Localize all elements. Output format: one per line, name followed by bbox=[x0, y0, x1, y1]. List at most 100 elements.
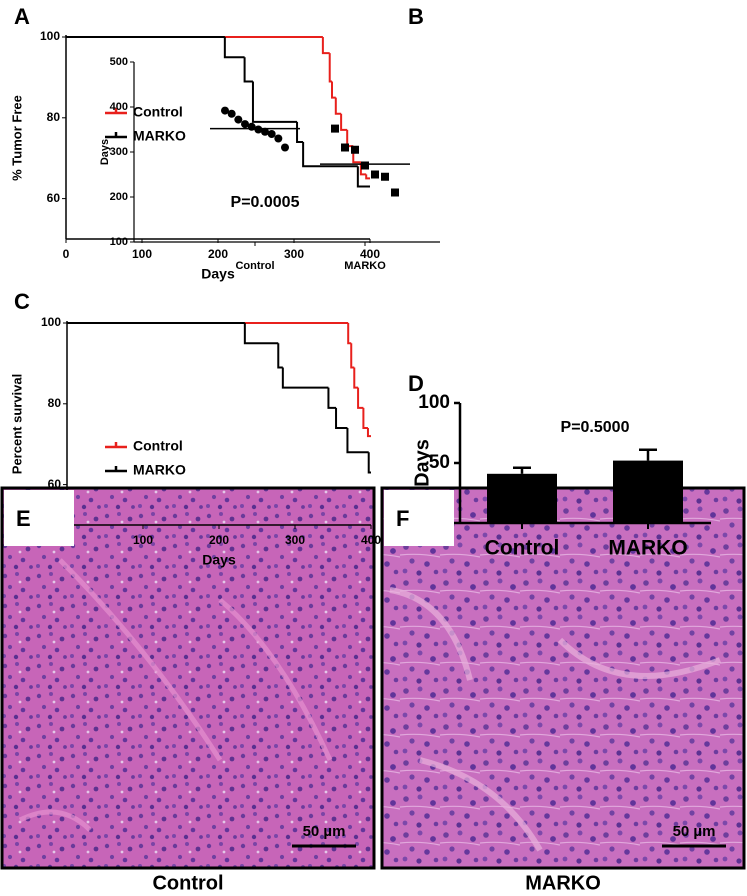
panel-label: D bbox=[408, 371, 424, 396]
survival-step bbox=[365, 174, 370, 180]
histology-image bbox=[380, 486, 746, 870]
y-tick-label: 400 bbox=[110, 101, 128, 113]
bar bbox=[613, 460, 683, 523]
survival-step bbox=[335, 407, 348, 430]
data-point bbox=[381, 172, 389, 181]
data-point bbox=[274, 134, 283, 143]
y-tick-label: 80 bbox=[47, 110, 61, 124]
data-point bbox=[234, 115, 243, 124]
survival-step bbox=[302, 142, 358, 168]
x-tick-label: 300 bbox=[285, 533, 305, 547]
x-tick-label: 0 bbox=[63, 247, 70, 261]
data-point bbox=[341, 143, 349, 152]
survival-step bbox=[362, 407, 368, 430]
survival-step bbox=[350, 343, 355, 369]
survival-step bbox=[347, 323, 352, 345]
y-axis-label: Percent survival bbox=[9, 374, 24, 474]
y-tick-label: 60 bbox=[48, 477, 62, 491]
survival-step bbox=[243, 57, 253, 83]
survival-step bbox=[321, 37, 330, 55]
y-tick-label: 100 bbox=[41, 315, 61, 329]
panel-label-box bbox=[4, 490, 74, 546]
y-tick-label: 100 bbox=[418, 392, 450, 413]
survival-step bbox=[334, 97, 342, 115]
x-tick-label: Control bbox=[485, 537, 560, 560]
x-tick-label: 400 bbox=[361, 533, 381, 547]
y-axis-label: % Tumor Free bbox=[9, 95, 24, 181]
x-tick-label: 100 bbox=[133, 533, 153, 547]
legend-swatch bbox=[105, 442, 127, 449]
data-point bbox=[391, 188, 399, 197]
survival-step bbox=[251, 81, 298, 123]
data-point bbox=[254, 125, 263, 134]
legend-swatch bbox=[105, 108, 127, 115]
y-tick-label: 200 bbox=[110, 191, 128, 203]
x-tick-label: 300 bbox=[284, 247, 304, 261]
survival-step bbox=[327, 387, 337, 409]
annotation: P=0.0005 bbox=[231, 194, 300, 211]
y-tick-label: 100 bbox=[110, 236, 128, 248]
data-point bbox=[221, 106, 229, 115]
data-point bbox=[267, 130, 276, 138]
survival-step bbox=[277, 343, 283, 369]
histology-e bbox=[0, 486, 376, 870]
survival-step bbox=[296, 121, 304, 144]
x-axis-label: Days bbox=[201, 266, 235, 282]
y-axis-label: Days bbox=[99, 139, 111, 165]
x-tick-label: 200 bbox=[209, 533, 229, 547]
y-tick-label: 50 bbox=[429, 452, 450, 473]
x-axis-label: Days bbox=[202, 552, 236, 568]
scale-bar-label: 50 µm bbox=[673, 823, 716, 840]
legend-label: MARKO bbox=[133, 462, 186, 478]
image-caption: MARKO bbox=[525, 872, 601, 894]
x-tick-label: MARKO bbox=[344, 260, 386, 272]
legend-swatch bbox=[105, 132, 127, 139]
legend-label: Control bbox=[133, 438, 183, 454]
data-point bbox=[371, 170, 379, 179]
x-tick-label: 100 bbox=[132, 247, 152, 261]
data-point bbox=[241, 120, 249, 129]
x-tick-label: 400 bbox=[360, 247, 380, 261]
data-point bbox=[331, 124, 339, 133]
panel-label: F bbox=[396, 506, 409, 531]
data-point bbox=[227, 109, 236, 118]
y-axis-label: Days bbox=[411, 439, 433, 487]
survival-step bbox=[356, 166, 370, 188]
data-point bbox=[361, 161, 369, 170]
y-tick-label: 60 bbox=[47, 191, 61, 205]
data-point bbox=[261, 127, 269, 136]
histology-image bbox=[0, 486, 376, 870]
panel-label-box bbox=[384, 490, 454, 546]
survival-step bbox=[331, 81, 336, 99]
legend-swatch bbox=[105, 466, 127, 473]
survival-step bbox=[243, 323, 279, 345]
tissue-stroma bbox=[18, 558, 333, 832]
survival-step bbox=[357, 387, 364, 409]
panel-label: C bbox=[14, 289, 30, 314]
x-tick-label: 200 bbox=[208, 247, 228, 261]
survival-step bbox=[366, 428, 371, 438]
bar bbox=[487, 473, 557, 523]
image-caption: Control bbox=[152, 872, 223, 894]
survival-step bbox=[328, 53, 332, 83]
y-tick-label: 300 bbox=[110, 146, 128, 158]
legend-label: MARKO bbox=[133, 128, 186, 144]
y-tick-label: 80 bbox=[48, 396, 62, 410]
panel-label: E bbox=[16, 506, 31, 531]
survival-step bbox=[223, 37, 245, 59]
x-tick-label: MARKO bbox=[608, 537, 687, 560]
tissue-stroma bbox=[389, 587, 722, 852]
data-point bbox=[281, 143, 289, 152]
survival-step bbox=[367, 452, 371, 474]
survival-step bbox=[346, 428, 369, 454]
survival-step bbox=[281, 367, 329, 389]
scale-bar-label: 50 µm bbox=[303, 823, 346, 840]
y-tick-label: 100 bbox=[40, 29, 60, 43]
panel-label: B bbox=[408, 4, 424, 29]
data-point bbox=[351, 145, 359, 154]
survival-step bbox=[359, 162, 367, 176]
survival-step bbox=[340, 113, 348, 131]
histology-f bbox=[380, 486, 746, 870]
legend-label: Control bbox=[133, 104, 183, 120]
